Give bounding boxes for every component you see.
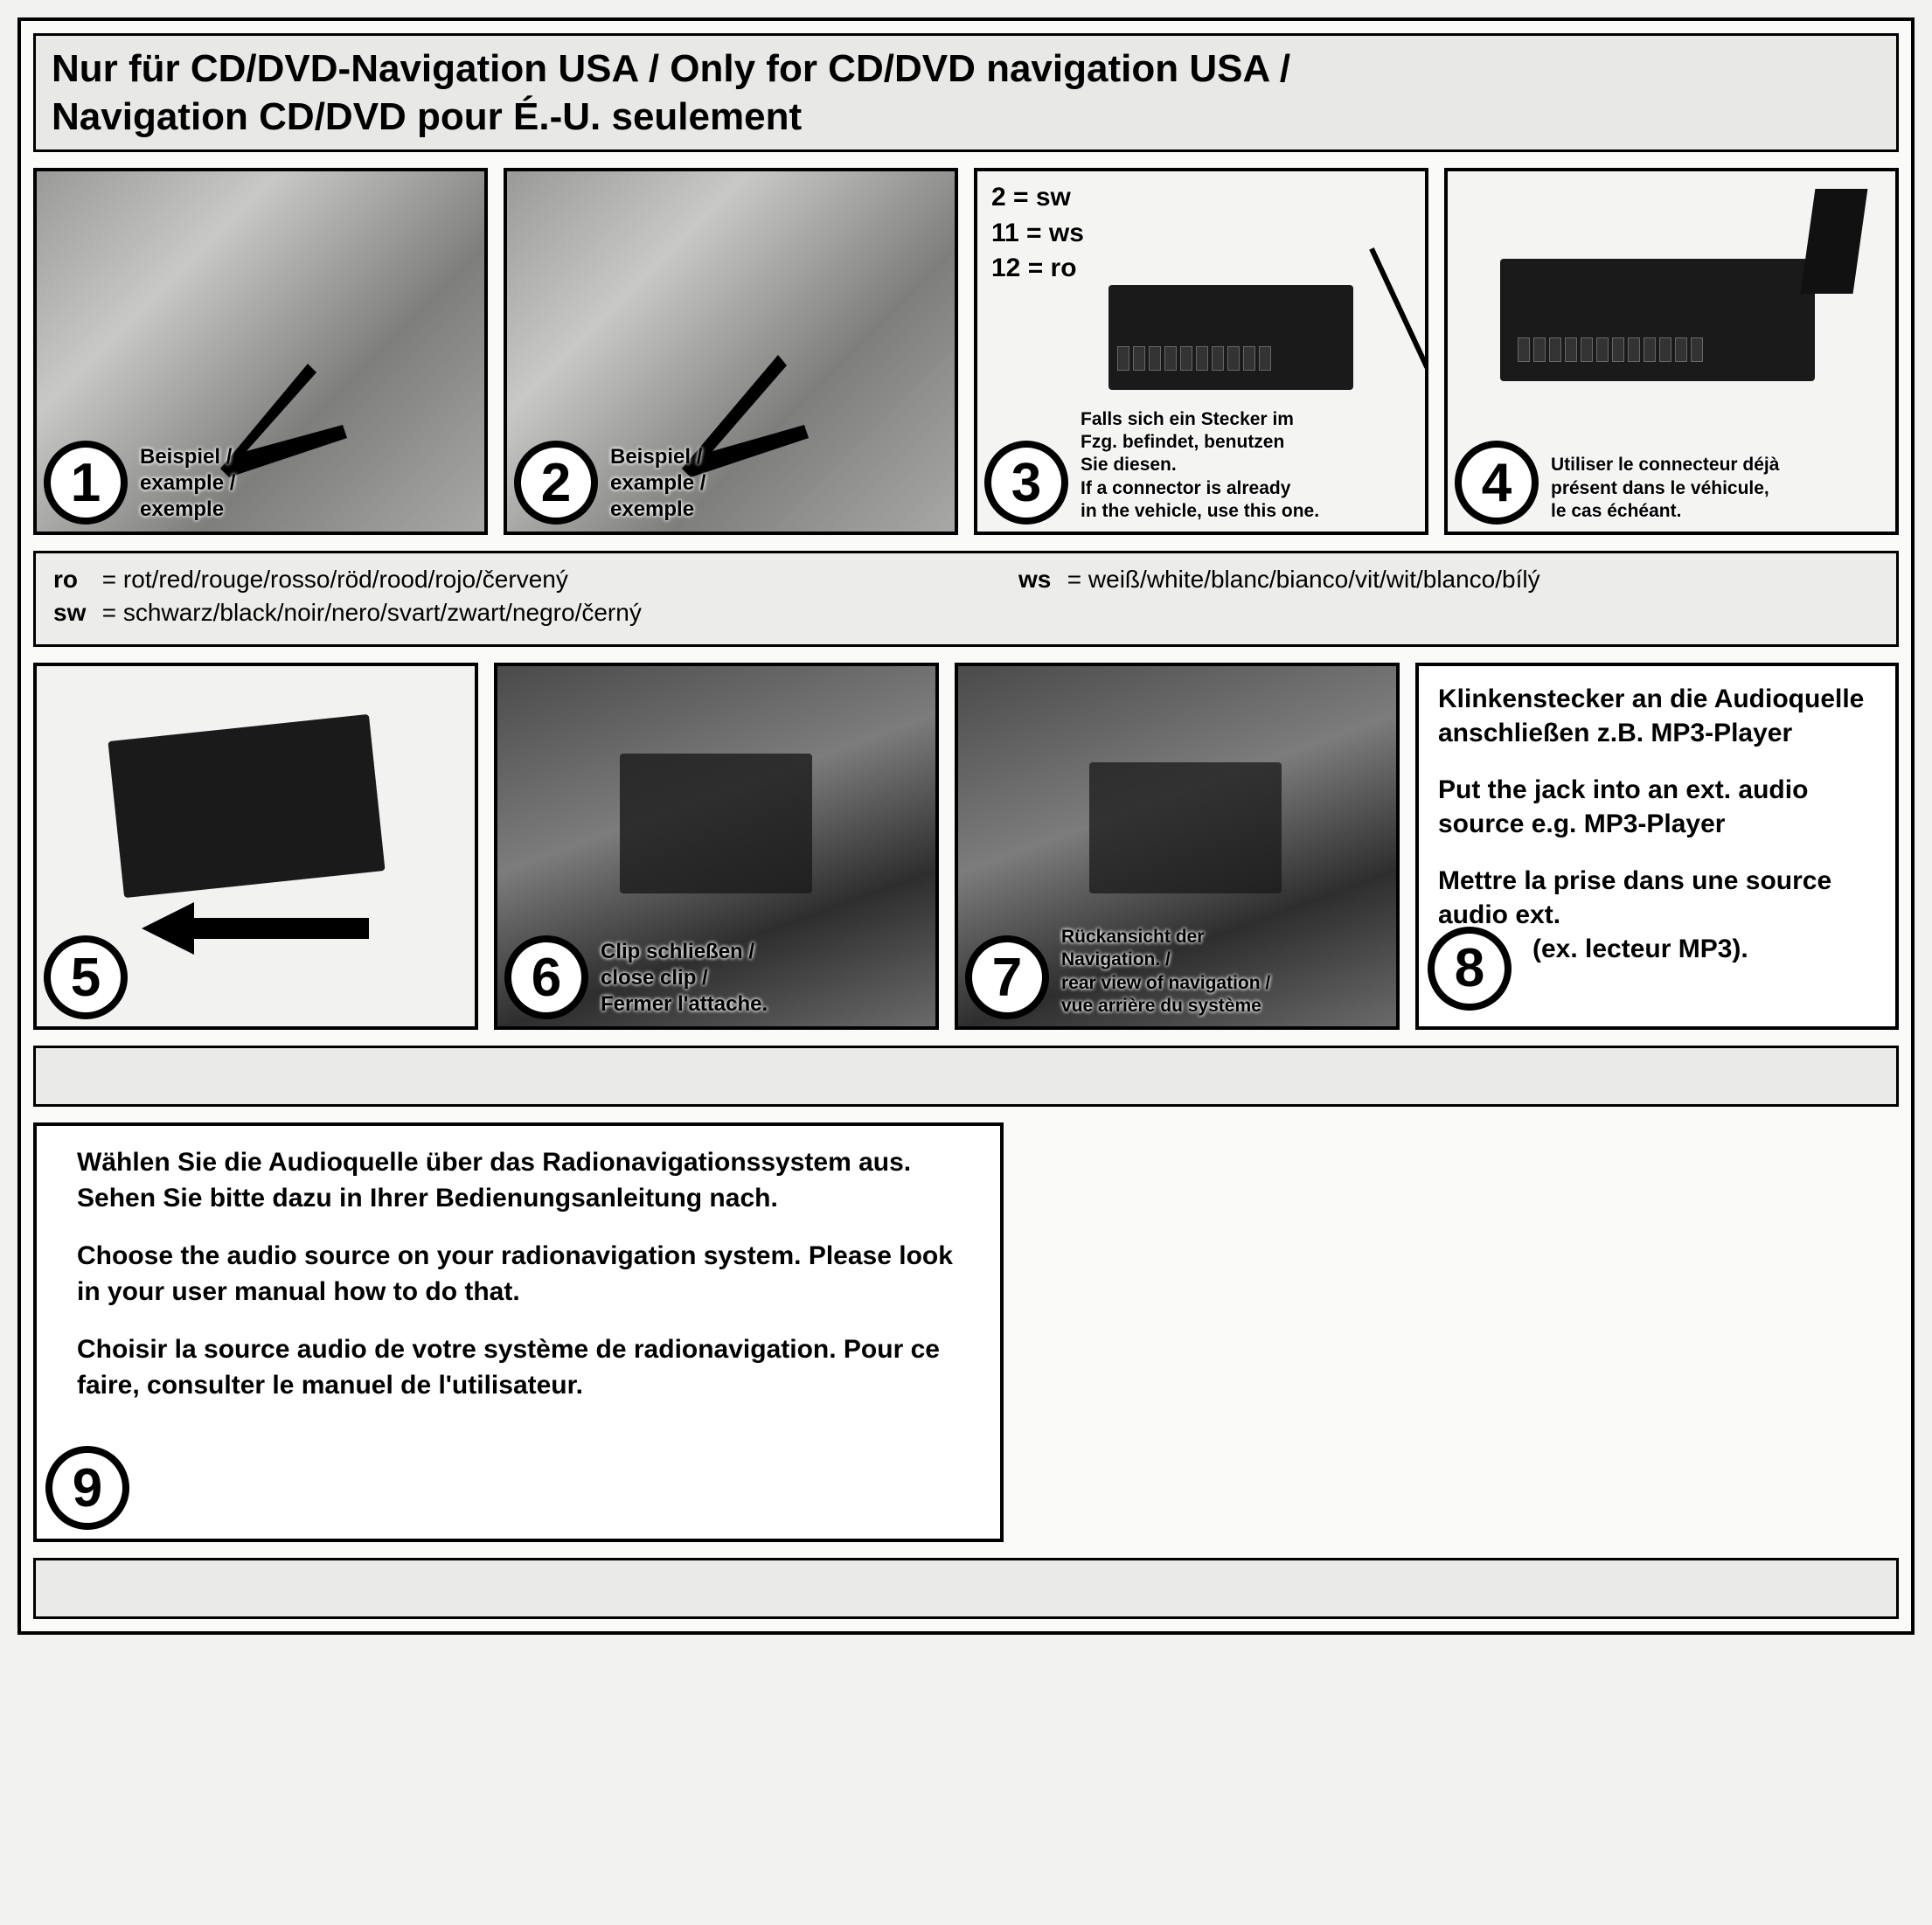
step-number-badge: 2: [514, 441, 598, 525]
step-number-badge: 8: [1428, 927, 1512, 1011]
step-number: 8: [1455, 934, 1484, 1004]
step-number-badge: 3: [984, 441, 1068, 525]
step-number: 4: [1482, 452, 1512, 514]
step-number: 5: [71, 947, 101, 1009]
step-9-fr: Choisir la source audio de votre système…: [77, 1332, 977, 1403]
legend-right-column: ws = weiß/white/blanc/bianco/vit/wit/bla…: [1018, 566, 1879, 632]
legend-left-column: ro = rot/red/rouge/rosso/röd/rood/rojo/č…: [53, 566, 914, 632]
legend-value: schwarz/black/noir/nero/svart/zwart/negr…: [123, 599, 642, 626]
step-number: 6: [532, 947, 561, 1009]
step-9-body: Wählen Sie die Audioquelle über das Radi…: [59, 1145, 977, 1403]
legend-key: sw: [53, 599, 95, 627]
instruction-page: Nur für CD/DVD-Navigation USA / Only for…: [17, 17, 1915, 1635]
step-7-caption: Rückansicht der Navigation. / rear view …: [1061, 926, 1387, 1018]
step-8-fr-a: Mettre la prise dans une source audio ex…: [1438, 864, 1876, 932]
step-panel-1: 1 Beispiel / example / exemple: [33, 168, 488, 535]
step-panel-5: 5: [33, 663, 478, 1030]
step-panel-7: 7 Rückansicht der Navigation. / rear vie…: [955, 663, 1400, 1030]
legend-equals: =: [102, 566, 123, 593]
step-6-caption: Clip schließen / close clip / Fermer l'a…: [601, 939, 927, 1018]
step-3-caption: Falls sich ein Stecker im Fzg. befindet,…: [1081, 408, 1416, 523]
legend-key: ro: [53, 566, 95, 594]
step-panel-4: 4 Utiliser le connecteur déjà présent da…: [1444, 168, 1899, 535]
step-4-caption: Utiliser le connecteur déjà présent dans…: [1551, 454, 1887, 523]
steps-row-2: 5 6 Clip schließen / close clip / Fermer…: [33, 663, 1899, 1030]
steps-row-1: 1 Beispiel / example / exemple 2 Beispie…: [33, 168, 1899, 535]
step-panel-3: 2 = sw 11 = ws 12 = ro 3 Falls sich ein …: [974, 168, 1428, 535]
legend-key: ws: [1018, 566, 1060, 594]
step-number-badge: 1: [44, 441, 128, 525]
step-8-fr-b: (ex. lecteur MP3).: [1532, 932, 1876, 966]
step-panel-8: Klinkenstecker an die Audioquelle anschl…: [1415, 663, 1899, 1030]
divider-bar-2: [33, 1558, 1899, 1619]
step-number: 7: [992, 947, 1022, 1009]
color-legend: ro = rot/red/rouge/rosso/röd/rood/rojo/č…: [33, 551, 1899, 647]
step-9-en: Choose the audio source on your radionav…: [77, 1239, 977, 1310]
step-number-badge: 4: [1455, 441, 1539, 525]
legend-ws: ws = weiß/white/blanc/bianco/vit/wit/bla…: [1018, 566, 1879, 594]
divider-bar-1: [33, 1046, 1899, 1107]
step-number-badge: 7: [965, 935, 1049, 1019]
legend-ro: ro = rot/red/rouge/rosso/röd/rood/rojo/č…: [53, 566, 914, 594]
step-panel-9: Wählen Sie die Audioquelle über das Radi…: [33, 1122, 1004, 1542]
title-line-1: Nur für CD/DVD-Navigation USA / Only for…: [52, 45, 1880, 93]
step-9-de: Wählen Sie die Audioquelle über das Radi…: [77, 1145, 977, 1216]
step-8-body: Klinkenstecker an die Audioquelle anschl…: [1438, 682, 1876, 966]
step-3-pin-legend: 2 = sw 11 = ws 12 = ro: [991, 180, 1084, 287]
step-number-badge: 5: [44, 935, 128, 1019]
step-number-badge: 9: [45, 1446, 129, 1530]
step-number: 3: [1011, 452, 1041, 514]
title-bar: Nur für CD/DVD-Navigation USA / Only for…: [33, 33, 1899, 152]
legend-equals: =: [102, 599, 123, 626]
step-8-en: Put the jack into an ext. audio source e…: [1438, 773, 1876, 841]
step-number: 9: [73, 1457, 102, 1519]
step-1-caption: Beispiel / example / exemple: [140, 444, 476, 523]
arrow-left-icon: [142, 902, 369, 955]
legend-value: rot/red/rouge/rosso/röd/rood/rojo/červen…: [123, 566, 568, 593]
step-number: 2: [541, 452, 571, 514]
legend-sw: sw = schwarz/black/noir/nero/svart/zwart…: [53, 599, 914, 627]
step-8-de: Klinkenstecker an die Audioquelle anschl…: [1438, 682, 1876, 750]
title-line-2: Navigation CD/DVD pour É.-U. seulement: [52, 93, 1880, 141]
step-panel-6: 6 Clip schließen / close clip / Fermer l…: [494, 663, 939, 1030]
step-2-caption: Beispiel / example / exemple: [610, 444, 946, 523]
step-number: 1: [71, 452, 101, 514]
legend-equals: =: [1067, 566, 1088, 593]
step-9-row: Wählen Sie die Audioquelle über das Radi…: [33, 1122, 1899, 1542]
legend-value: weiß/white/blanc/bianco/vit/wit/blanco/b…: [1088, 566, 1540, 593]
step-panel-2: 2 Beispiel / example / exemple: [504, 168, 958, 535]
step-number-badge: 6: [504, 935, 588, 1019]
